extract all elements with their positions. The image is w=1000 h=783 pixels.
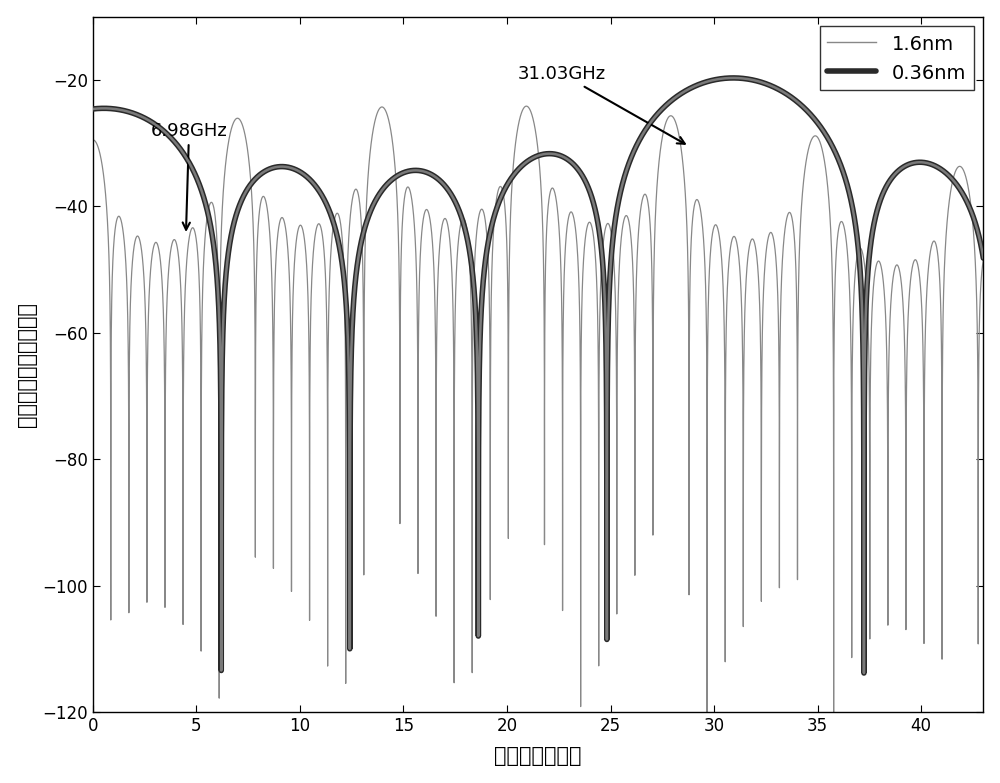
1.6nm — [576, 316, 588, 325]
1.6nm — [701, 708, 713, 717]
Legend: 1.6nm, 0.36nm: 1.6nm, 0.36nm — [820, 27, 974, 90]
0.36nm — [432, 174, 444, 183]
1.6nm — [432, 279, 444, 288]
Text: 6.98GHz: 6.98GHz — [151, 121, 227, 229]
Text: 31.03GHz: 31.03GHz — [517, 64, 685, 144]
Line: 0.36nm: 0.36nm — [93, 78, 994, 673]
1.6nm — [629, 346, 641, 355]
0.36nm — [87, 104, 99, 114]
0.36nm — [629, 143, 641, 153]
Y-axis label: 射频信号功率（分贝）: 射频信号功率（分贝） — [17, 302, 37, 427]
1.6nm — [148, 241, 160, 251]
1.6nm — [520, 102, 532, 111]
X-axis label: 频率（千兆赫）: 频率（千兆赫） — [494, 746, 582, 767]
Line: 1.6nm: 1.6nm — [93, 106, 994, 713]
0.36nm — [148, 119, 160, 128]
0.36nm — [303, 175, 315, 184]
1.6nm — [755, 500, 767, 510]
1.6nm — [87, 135, 99, 145]
0.36nm — [576, 170, 588, 179]
1.6nm — [988, 308, 1000, 317]
0.36nm — [727, 74, 739, 83]
0.36nm — [858, 669, 870, 678]
1.6nm — [303, 437, 315, 446]
0.36nm — [755, 78, 767, 87]
0.36nm — [988, 366, 1000, 376]
